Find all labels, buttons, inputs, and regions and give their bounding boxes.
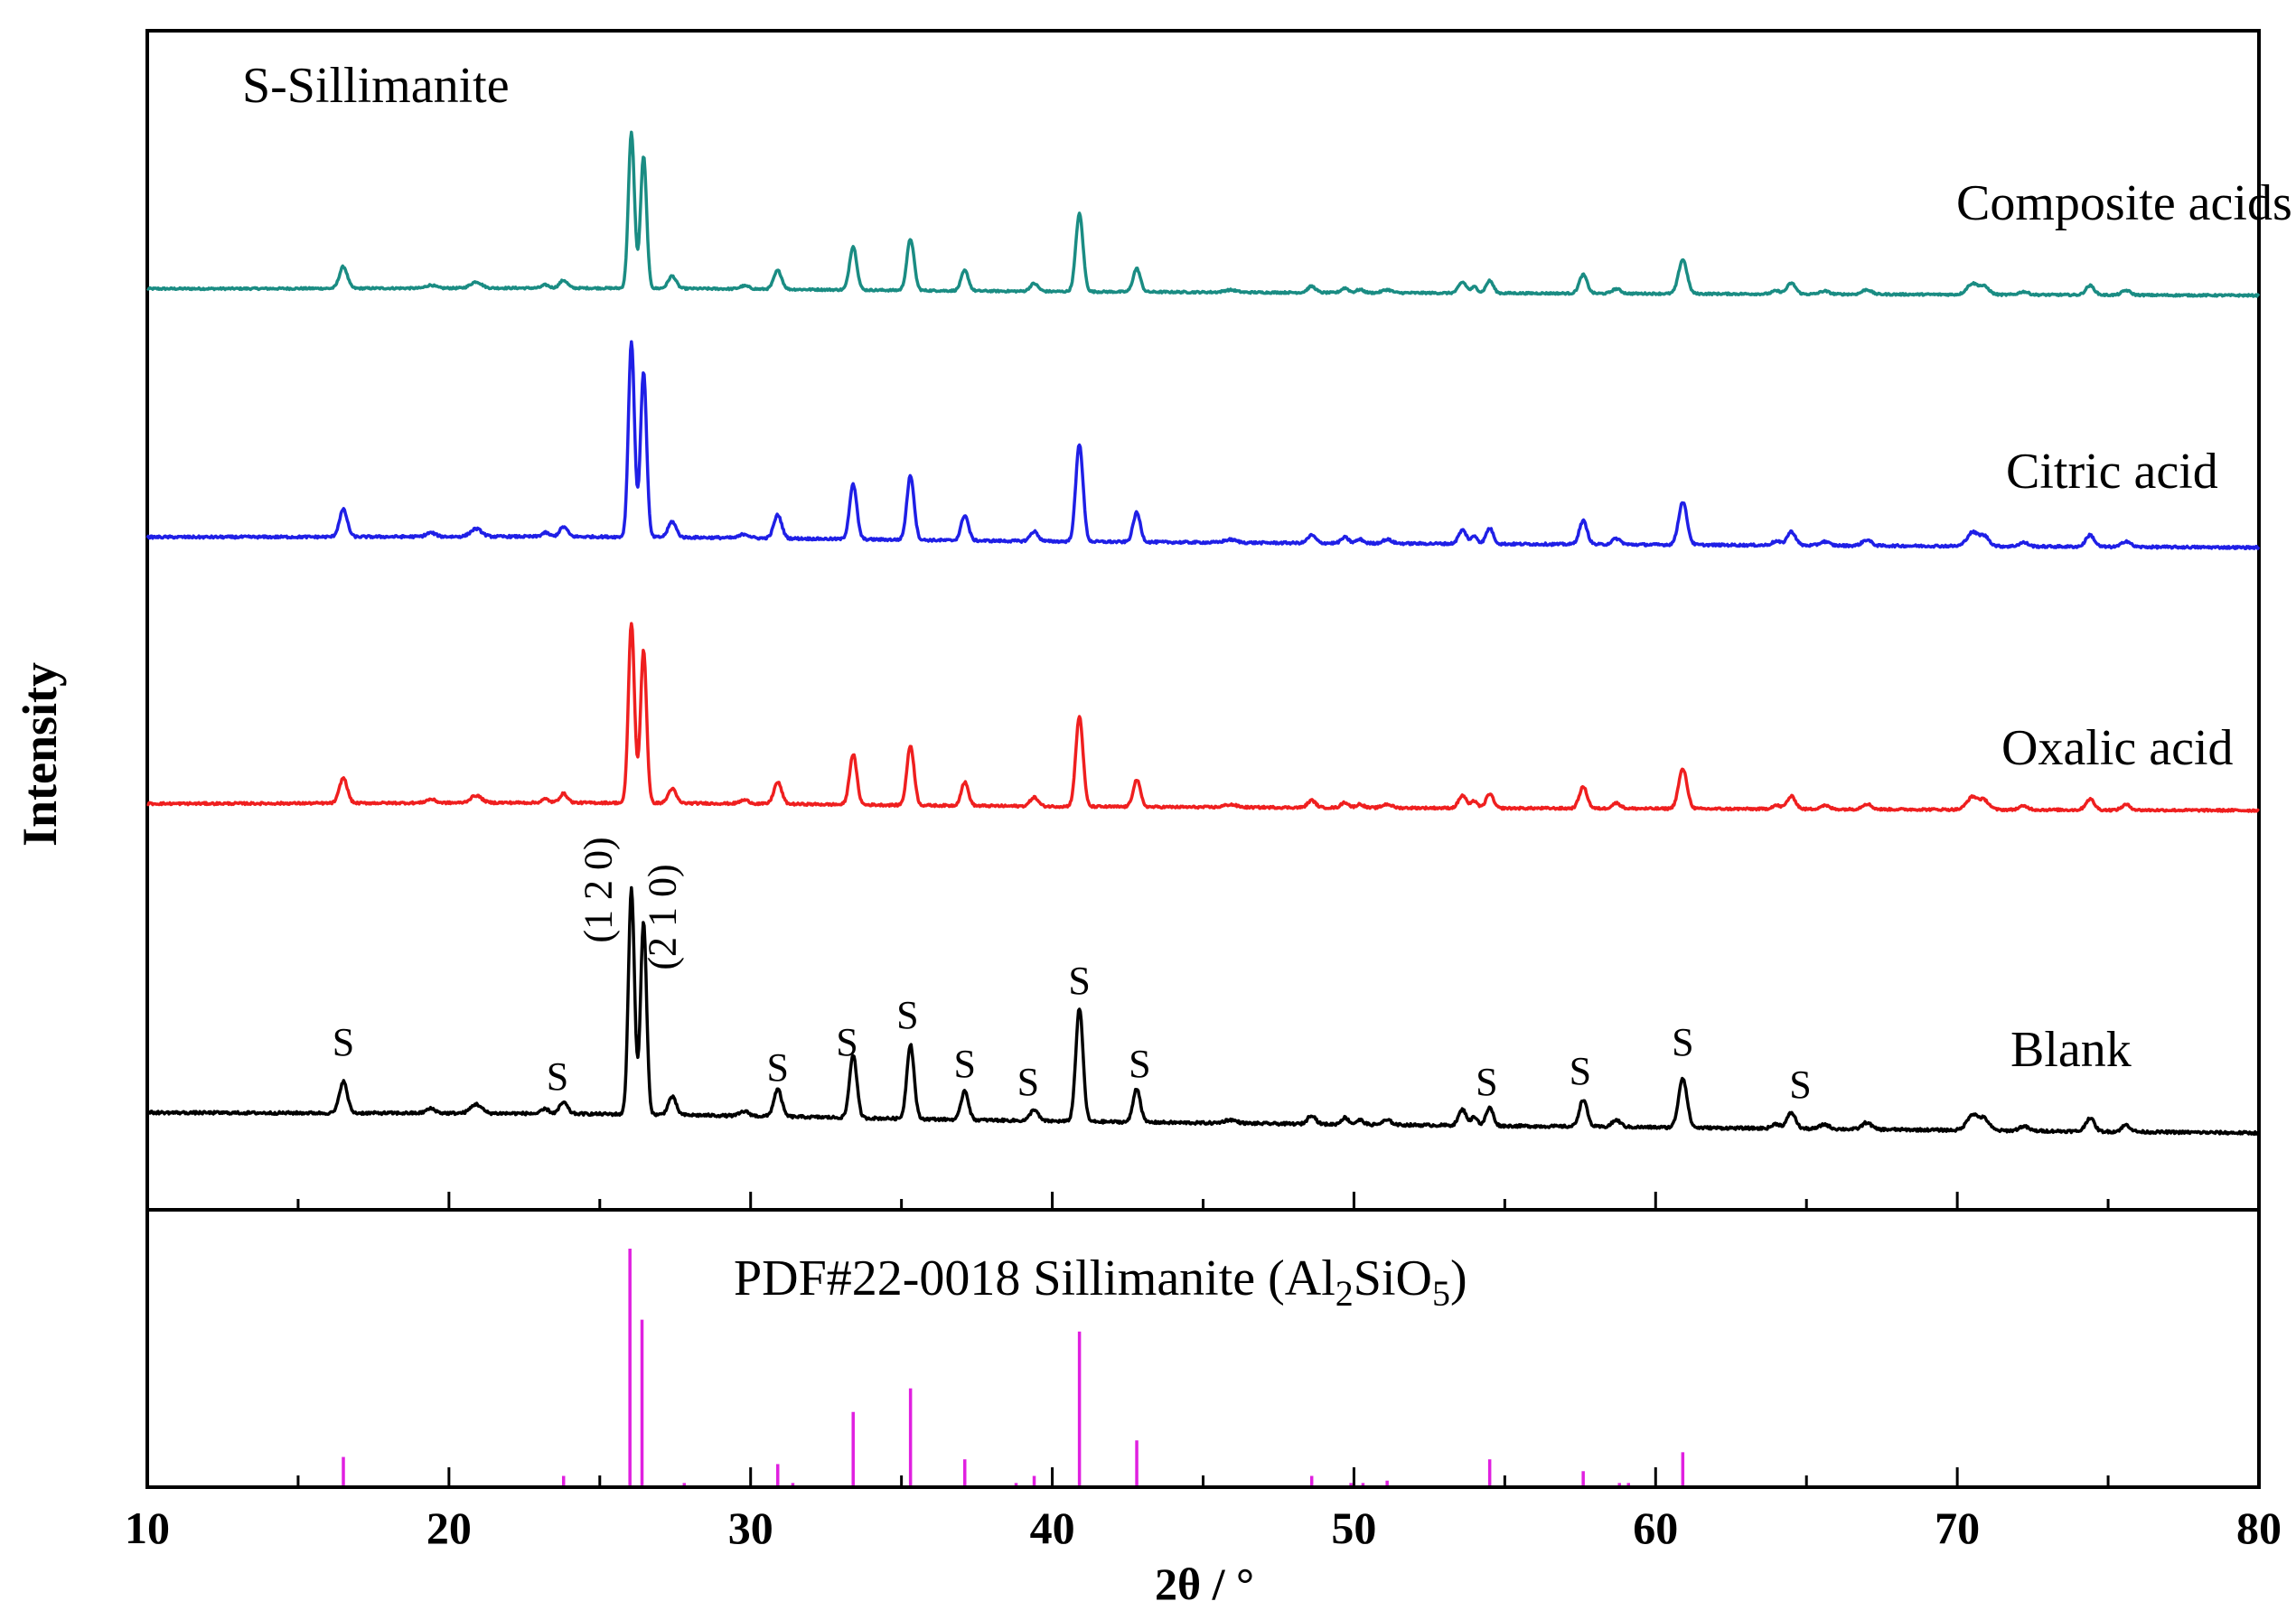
phase-mark-s: S	[954, 1042, 976, 1086]
pattern-traces	[145, 130, 2261, 1137]
phase-mark-s: S	[1476, 1060, 1497, 1104]
hkl-label: (2 1 0)	[640, 864, 684, 969]
phase-mark-s: S	[547, 1054, 568, 1099]
phase-mark-s: S	[767, 1045, 789, 1090]
upper-panel-frame	[145, 29, 2261, 1212]
reference-sticks	[342, 1249, 1685, 1485]
x-axis-label: 2θ / °	[1155, 1559, 1254, 1609]
phase-mark-s: S	[1129, 1042, 1150, 1086]
x-axis-ticks	[145, 1192, 2261, 1487]
x-tick-label: 30	[728, 1503, 773, 1553]
x-tick-label: 10	[125, 1503, 170, 1553]
trace-citric	[145, 340, 2261, 550]
chart-title: S-Sillimanite	[242, 58, 510, 114]
x-tick-label: 80	[2236, 1503, 2282, 1553]
x-tick-label: 20	[426, 1503, 472, 1553]
phase-mark-s: S	[836, 1020, 857, 1064]
series-labels: Composite acids Citric acid Oxalic acid Bla…	[1956, 175, 2292, 1078]
hkl-labels: (1 2 0) (2 1 0)	[576, 837, 684, 969]
trace-composite	[145, 130, 2261, 298]
phase-mark-s: S	[1789, 1063, 1811, 1107]
phase-mark-s: S	[1017, 1060, 1039, 1104]
reference-label: PDF#22-0018 Sillimanite (Al2SiO5)	[734, 1250, 1467, 1314]
reference-label-suffix: )	[1450, 1250, 1467, 1306]
series-label-citric: Citric acid	[2006, 444, 2218, 500]
reference-label-mid: SiO	[1354, 1250, 1432, 1306]
phase-mark-s: S	[333, 1020, 354, 1064]
x-tick-label: 70	[1935, 1503, 1980, 1553]
series-label-blank: Blank	[2010, 1022, 2132, 1078]
hkl-label: (1 2 0)	[576, 837, 620, 942]
y-axis-label: Intensity	[13, 662, 67, 847]
phase-mark-s: S	[896, 993, 918, 1037]
series-label-oxalic: Oxalic acid	[2001, 720, 2234, 776]
phase-mark-s: S	[1672, 1020, 1693, 1064]
reference-label-prefix: PDF#22-0018 Sillimanite (Al	[734, 1250, 1335, 1306]
x-axis-tick-labels: 10 20 30 40 50 60 70 80	[125, 1503, 2282, 1553]
x-tick-label: 40	[1030, 1503, 1075, 1553]
reference-label-sub1: 2	[1335, 1273, 1354, 1314]
phase-mark-s: S	[1068, 959, 1090, 1003]
x-tick-label: 50	[1331, 1503, 1376, 1553]
phase-mark-s: S	[1570, 1049, 1591, 1093]
trace-oxalic	[145, 622, 2260, 813]
x-tick-label: 60	[1633, 1503, 1678, 1553]
reference-label-sub2: 5	[1432, 1273, 1450, 1314]
trace-blank	[145, 885, 2261, 1137]
series-label-composite: Composite acids	[1956, 175, 2292, 231]
